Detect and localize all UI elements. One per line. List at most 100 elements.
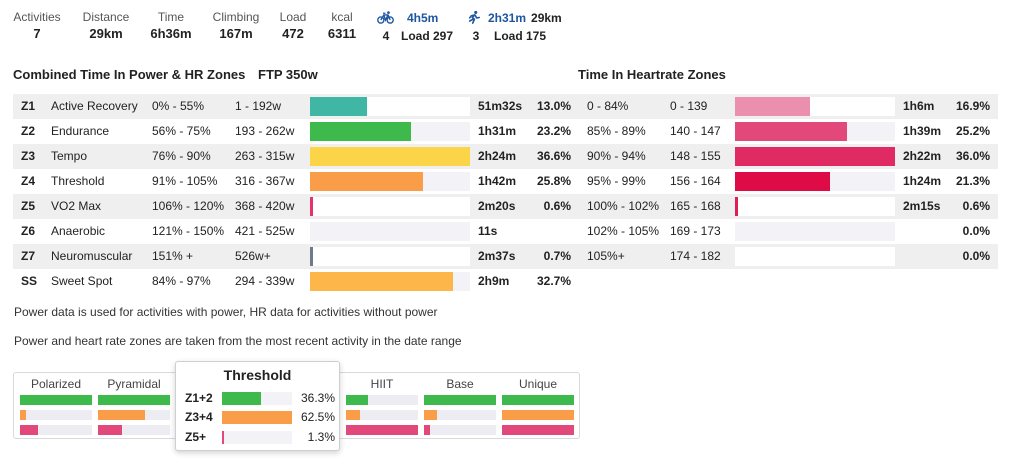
stat-value: 6h36m: [150, 26, 192, 41]
hr-percent-range: 102% - 105%: [587, 224, 660, 238]
hr-percent: 36.0%: [955, 149, 990, 163]
hr-bpm-range: 0 - 139: [670, 99, 708, 113]
zone-percent: 13.0%: [536, 99, 571, 113]
zone-name: Active Recovery: [51, 99, 138, 113]
zone-name: Anaerobic: [51, 224, 106, 238]
zone-watts-range: 294 - 339w: [235, 274, 295, 288]
hr-zone-row[interactable]: 0 - 84% 0 - 139 1h6m 16.9%: [578, 94, 998, 119]
model-name: HIIT: [370, 377, 394, 391]
model-bar: [20, 425, 92, 435]
hr-percent-range: 100% - 102%: [587, 199, 660, 213]
hr-bar-track: [735, 222, 895, 241]
run-distance: 29km: [531, 10, 562, 25]
hr-zone-row[interactable]: 105%+ 174 - 182 0.0%: [578, 244, 998, 269]
zone-percent-range: 84% - 97%: [152, 274, 211, 288]
hr-zone-bar: [735, 172, 830, 191]
model-bar-fill: [98, 425, 122, 435]
zone-percent-range: 0% - 55%: [152, 99, 205, 113]
tooltip-bar: [222, 411, 292, 424]
model-bar: [346, 410, 418, 420]
zone-watts-range: 368 - 420w: [235, 199, 295, 213]
model-bar: [502, 395, 574, 405]
model-bar: [20, 410, 92, 420]
ride-summary[interactable]: 4h5m 4 Load 297: [377, 9, 453, 45]
hr-zone-row[interactable]: 85% - 89% 140 - 147 1h39m 25.2%: [578, 119, 998, 144]
zone-bar: [310, 197, 313, 216]
tooltip-bar-track: [222, 431, 292, 444]
hr-zone-row[interactable]: 100% - 102% 165 - 168 2m15s 0.6%: [578, 194, 998, 219]
model-bar-fill: [424, 425, 430, 435]
tooltip-row: Z1+2 36.3%: [185, 390, 335, 406]
hr-percent-range: 0 - 84%: [587, 99, 629, 113]
zone-percent-range: 121% - 150%: [152, 224, 225, 238]
stat-label: Climbing: [212, 10, 260, 24]
hr-percent: 0.6%: [962, 199, 990, 213]
model-bar: [20, 395, 92, 405]
polarization-model-base[interactable]: Base: [424, 373, 496, 440]
hr-percent-range: 90% - 94%: [587, 149, 646, 163]
zone-name: VO2 Max: [51, 199, 102, 213]
power-zones-title: Combined Time In Power & HR Zones: [13, 67, 246, 82]
model-bar-fill: [20, 410, 26, 420]
polarization-model-polarized[interactable]: Polarized: [20, 373, 92, 440]
hr-bpm-range: 174 - 182: [670, 249, 721, 263]
model-name: Polarized: [30, 377, 82, 391]
power-zone-row[interactable]: Z4 Threshold 91% - 105% 316 - 367w 1h42m 25.8…: [13, 169, 578, 194]
hr-bar-track: [735, 197, 895, 216]
hr-zone-row[interactable]: 102% - 105% 169 - 173 0.0%: [578, 219, 998, 244]
model-bar: [424, 410, 496, 420]
zone-time: 2h9m: [478, 274, 510, 288]
power-zone-row[interactable]: Z5 VO2 Max 106% - 120% 368 - 420w 2m20s 0.6%: [13, 194, 578, 219]
zone-bar: [310, 97, 367, 116]
zone-time: 2h24m: [478, 149, 517, 163]
power-zone-row[interactable]: Z7 Neuromuscular 151% + 526w+ 2m37s 0.7%: [13, 244, 578, 269]
hr-zone-row[interactable]: 95% - 99% 156 - 164 1h24m 21.3%: [578, 169, 998, 194]
zone-percent-range: 56% - 75%: [152, 124, 211, 138]
stat-value: 472: [282, 26, 304, 41]
zones-source-note: Power and heart rate zones are taken fro…: [14, 334, 462, 348]
model-bar: [424, 395, 496, 405]
stat-load: Load 472: [275, 9, 311, 43]
hr-zone-bar: [735, 197, 738, 216]
tooltip-bar-track: [222, 392, 292, 405]
tooltip-row-label: Z3+4: [185, 410, 213, 424]
hr-percent-range: 85% - 89%: [587, 124, 646, 138]
hr-bpm-range: 156 - 164: [670, 174, 721, 188]
zone-code: Z6: [21, 224, 36, 238]
hr-zones-table: 0 - 84% 0 - 139 1h6m 16.9% 85% - 89% 140 - 14…: [578, 94, 998, 269]
power-zone-row[interactable]: Z3 Tempo 76% - 90% 263 - 315w 2h24m 36.6%: [13, 144, 578, 169]
run-summary[interactable]: 2h31m 29km 3 Load 175: [467, 9, 562, 45]
tooltip-bar-track: [222, 411, 292, 424]
power-zone-row[interactable]: Z6 Anaerobic 121% - 150% 421 - 525w 11s: [13, 219, 578, 244]
hr-time: 2m15s: [903, 199, 941, 213]
power-zone-row[interactable]: Z2 Endurance 56% - 75% 193 - 262w 1h31m 23.2%: [13, 119, 578, 144]
power-zones-table: Z1 Active Recovery 0% - 55% 1 - 192w 51m32s 1…: [13, 94, 578, 294]
power-zone-row[interactable]: SS Sweet Spot 84% - 97% 294 - 339w 2h9m 32.7%: [13, 269, 578, 294]
polarization-model-hiit[interactable]: HIIT: [346, 373, 418, 440]
run-load: Load 175: [494, 29, 547, 43]
zone-percent-range: 106% - 120%: [152, 199, 225, 213]
hr-bar-track: [735, 147, 895, 166]
stat-label: kcal: [331, 10, 353, 24]
zone-code: Z4: [21, 174, 36, 188]
polarization-model-unique[interactable]: Unique: [502, 373, 574, 440]
hr-percent-range: 95% - 99%: [587, 174, 646, 188]
hr-percent: 21.3%: [955, 174, 990, 188]
ride-duration: 4h5m: [407, 10, 439, 25]
hr-percent: 0.0%: [962, 249, 990, 263]
model-bar: [346, 425, 418, 435]
run-duration: 2h31m: [488, 10, 527, 25]
tooltip-row: Z5+ 1.3%: [185, 429, 335, 445]
power-zone-row[interactable]: Z1 Active Recovery 0% - 55% 1 - 192w 51m32s 1…: [13, 94, 578, 119]
zone-watts-range: 193 - 262w: [235, 124, 295, 138]
hr-zone-row[interactable]: 90% - 94% 148 - 155 2h22m 36.0%: [578, 144, 998, 169]
polarization-model-pyramidal[interactable]: Pyramidal: [98, 373, 170, 440]
hr-zone-bar: [735, 122, 847, 141]
zone-percent: 0.6%: [543, 199, 571, 213]
hr-time: 2h22m: [903, 149, 942, 163]
zone-percent-range: 76% - 90%: [152, 149, 211, 163]
model-bar: [424, 425, 496, 435]
polarization-tooltip: Threshold Z1+2 36.3% Z3+4 62.5% Z5+ 1.3%: [175, 361, 340, 451]
zone-watts-range: 1 - 192w: [235, 99, 282, 113]
zone-bar: [310, 172, 423, 191]
